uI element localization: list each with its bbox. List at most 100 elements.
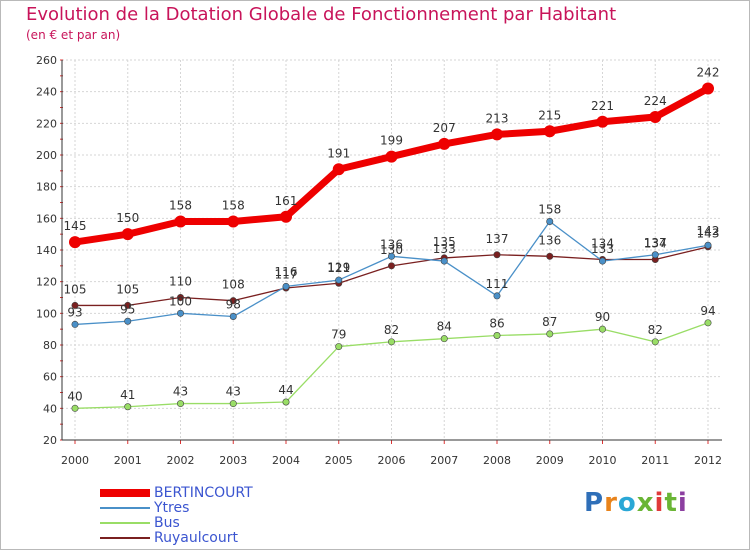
data-label-ruyaulcourt: 105 [64, 282, 87, 296]
data-label-bus: 87 [542, 315, 557, 329]
y-tick-label: 40 [43, 402, 57, 415]
point-bertincourt [174, 215, 187, 228]
chart-title: Evolution de la Dotation Globale de Fonc… [26, 4, 617, 25]
data-label-bus: 44 [278, 383, 293, 397]
point-bertincourt [649, 111, 662, 123]
proxiti-logo: Proxiti [584, 488, 688, 518]
data-label-bus: 90 [595, 310, 610, 324]
point-bus [71, 404, 79, 412]
data-label-ruyaulcourt: 137 [486, 232, 509, 246]
data-label-bertincourt: 221 [591, 99, 614, 113]
x-tick-label: 2004 [272, 454, 300, 467]
data-label-ytres: 117 [275, 267, 298, 281]
data-label-bertincourt: 161 [275, 194, 298, 208]
x-tick-label: 2000 [61, 454, 89, 467]
point-ruyaulcourt [229, 297, 237, 305]
legend-label-ytres: Ytres [154, 500, 190, 516]
data-label-ruyaulcourt: 110 [169, 275, 192, 289]
point-ytres [651, 251, 659, 259]
x-tick-label: 2008 [483, 454, 511, 467]
y-tick-label: 120 [36, 276, 57, 289]
y-tick-label: 20 [43, 434, 57, 447]
y-tick-label: 180 [36, 181, 57, 194]
point-bus [124, 403, 132, 411]
data-label-bus: 79 [331, 328, 346, 342]
legend-label-ruyaulcourt: Ruyaulcourt [154, 530, 238, 546]
data-label-ruyaulcourt: 136 [538, 233, 561, 247]
point-ruyaulcourt [387, 262, 395, 270]
point-ytres [598, 257, 606, 265]
data-label-ytres: 158 [538, 203, 561, 217]
y-tick-label: 220 [36, 117, 57, 130]
data-label-ruyaulcourt: 116 [275, 265, 298, 279]
point-bus [282, 398, 290, 406]
point-bus [493, 331, 501, 339]
y-tick-label: 260 [36, 54, 57, 67]
data-label-ytres: 133 [591, 242, 614, 256]
point-ytres [177, 309, 185, 317]
point-bertincourt [280, 210, 292, 223]
data-label-bus: 84 [437, 320, 452, 334]
point-bertincourt [702, 82, 714, 95]
x-tick-label: 2003 [219, 454, 247, 467]
data-label-ytres: 137 [644, 236, 667, 250]
point-ruyaulcourt [546, 252, 554, 260]
data-label-bertincourt: 224 [644, 94, 667, 108]
point-bus [546, 330, 554, 338]
point-bertincourt [332, 163, 345, 176]
x-tick-label: 2007 [430, 454, 458, 467]
data-label-bertincourt: 215 [538, 108, 561, 122]
data-label-bus: 41 [120, 388, 135, 402]
data-label-bertincourt: 199 [380, 134, 403, 148]
data-label-bertincourt: 213 [486, 111, 509, 125]
data-label-bus: 40 [67, 389, 82, 403]
data-label-ruyaulcourt: 130 [380, 243, 403, 257]
point-bus [387, 338, 395, 346]
point-bertincourt [596, 115, 609, 128]
point-bertincourt [69, 236, 81, 249]
y-tick-label: 60 [43, 371, 57, 384]
point-ytres [387, 252, 395, 260]
point-ruyaulcourt [71, 301, 79, 309]
point-ytres [229, 312, 237, 320]
y-tick-label: 100 [36, 307, 57, 320]
data-label-ytres: 95 [120, 302, 135, 316]
x-tick-label: 2009 [536, 454, 564, 467]
point-ytres [282, 282, 290, 290]
y-tick-label: 80 [43, 339, 57, 352]
data-label-ruyaulcourt: 119 [327, 260, 350, 274]
data-label-bertincourt: 191 [327, 146, 350, 160]
data-label-bus: 82 [384, 323, 399, 337]
data-label-ruyaulcourt: 108 [222, 278, 245, 292]
point-ytres [124, 317, 132, 325]
point-bertincourt [227, 215, 240, 228]
point-bus [704, 319, 712, 327]
data-label-bus: 43 [226, 385, 241, 399]
point-bertincourt [385, 150, 398, 163]
x-tick-label: 2002 [167, 454, 195, 467]
data-label-ytres: 93 [67, 305, 82, 319]
data-label-ytres: 121 [327, 261, 350, 275]
data-label-ytres: 143 [697, 226, 720, 240]
point-ruyaulcourt [177, 293, 185, 301]
point-ytres [335, 276, 343, 284]
data-label-bertincourt: 158 [222, 199, 245, 213]
data-label-bertincourt: 150 [116, 211, 139, 225]
point-ytres [493, 292, 501, 300]
data-label-ytres: 100 [169, 294, 192, 308]
point-ytres [704, 241, 712, 249]
y-tick-label: 240 [36, 86, 57, 99]
data-label-ytres: 136 [380, 237, 403, 251]
point-bus [598, 325, 606, 333]
x-tick-label: 2011 [641, 454, 669, 467]
data-label-bus: 43 [173, 385, 188, 399]
data-label-bus: 94 [700, 304, 715, 318]
data-label-ytres: 133 [433, 242, 456, 256]
data-label-ruyaulcourt: 134 [644, 237, 667, 251]
data-label-bertincourt: 158 [169, 199, 192, 213]
point-bertincourt [121, 228, 134, 241]
x-tick-label: 2012 [694, 454, 722, 467]
data-label-bertincourt: 145 [64, 219, 87, 233]
data-label-bus: 82 [648, 323, 663, 337]
